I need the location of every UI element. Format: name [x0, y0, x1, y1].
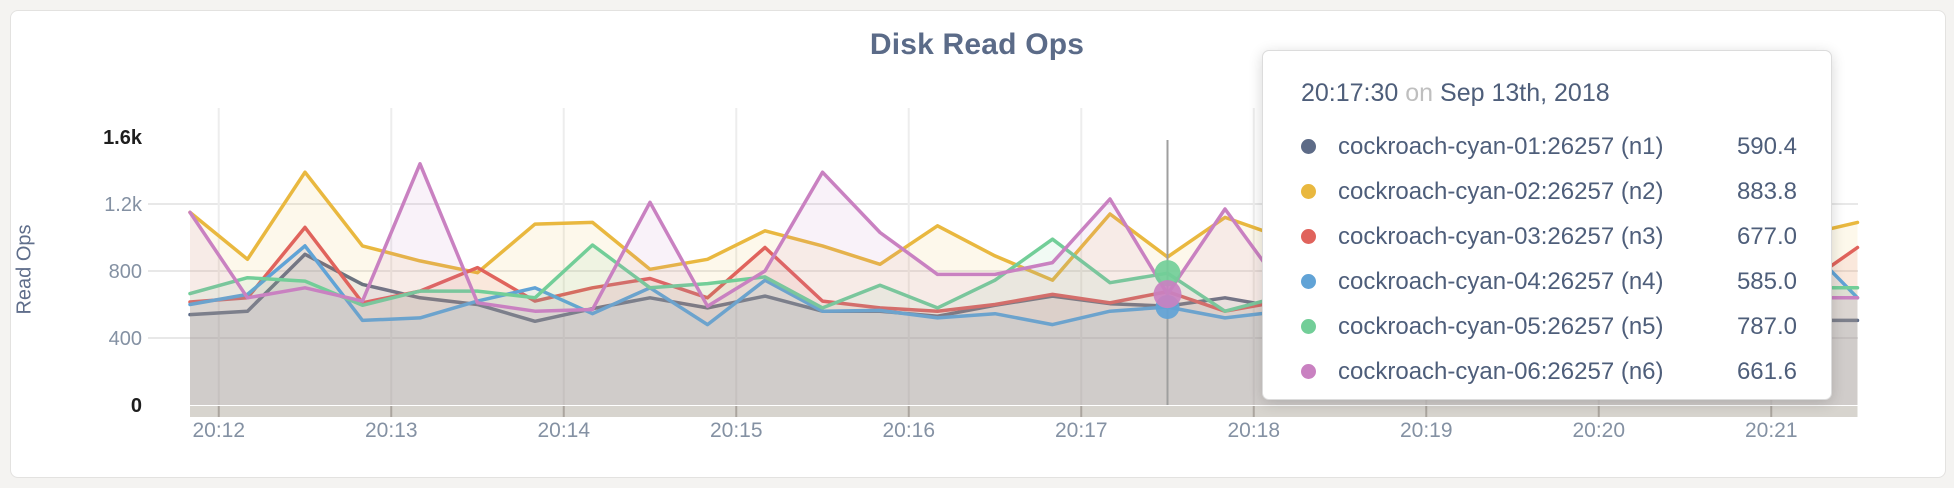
tooltip-on-word: on: [1405, 79, 1434, 107]
x-tick-label: 20:16: [882, 419, 935, 442]
tooltip-row: cockroach-cyan-03:26257 (n3) 677.0: [1301, 214, 1797, 259]
tooltip-row: cockroach-cyan-01:26257 (n1) 590.4: [1301, 124, 1797, 169]
y-tick-label: 400: [109, 328, 142, 350]
x-tick-label: 20:18: [1227, 419, 1280, 442]
series-value: 590.4: [1736, 132, 1797, 160]
x-tick-label: 20:14: [537, 419, 590, 442]
series-color-dot-icon: [1301, 139, 1316, 154]
tooltip-row: cockroach-cyan-04:26257 (n4) 585.0: [1301, 259, 1797, 304]
series-color-dot-icon: [1301, 319, 1316, 334]
tooltip-header: 20:17:30 on Sep 13th, 2018: [1301, 79, 1797, 108]
y-tick-label: 1.2k: [104, 194, 143, 216]
series-label: cockroach-cyan-01:26257 (n1): [1338, 132, 1664, 160]
series-color-dot-icon: [1301, 184, 1316, 199]
tooltip-row: cockroach-cyan-02:26257 (n2) 883.8: [1301, 169, 1797, 214]
series-label: cockroach-cyan-04:26257 (n4): [1338, 267, 1664, 295]
x-tick-label: 20:13: [365, 419, 418, 442]
x-tick-label: 20:12: [192, 419, 245, 442]
tooltip-rows: cockroach-cyan-01:26257 (n1) 590.4 cockroa…: [1301, 124, 1797, 394]
tooltip-row: cockroach-cyan-05:26257 (n5) 787.0: [1301, 304, 1797, 349]
y-tick-label: 0: [131, 395, 142, 417]
x-tick-label: 20:21: [1745, 419, 1798, 442]
x-tick-label: 20:17: [1055, 419, 1108, 442]
series-color-dot-icon: [1301, 274, 1316, 289]
series-value: 883.8: [1736, 177, 1797, 205]
series-label: cockroach-cyan-05:26257 (n5): [1338, 312, 1664, 340]
tooltip-row: cockroach-cyan-06:26257 (n6) 661.6: [1301, 349, 1797, 394]
x-tick-label: 20:19: [1400, 419, 1453, 442]
series-color-dot-icon: [1301, 364, 1316, 379]
tooltip-time: 20:17:30: [1301, 79, 1399, 107]
series-color-dot-icon: [1301, 229, 1316, 244]
series-label: cockroach-cyan-02:26257 (n2): [1338, 177, 1664, 205]
y-axis-label: Read Ops: [13, 224, 36, 315]
series-value: 585.0: [1736, 267, 1797, 295]
series-value: 787.0: [1736, 312, 1797, 340]
x-tick-label: 20:15: [710, 419, 763, 442]
hover-dot-n5: [1154, 260, 1181, 287]
series-label: cockroach-cyan-03:26257 (n3): [1338, 222, 1664, 250]
x-axis-band: [190, 406, 1858, 417]
series-value: 677.0: [1736, 222, 1797, 250]
chart-tooltip: 20:17:30 on Sep 13th, 2018 cockroach-cya…: [1262, 50, 1832, 400]
series-label: cockroach-cyan-06:26257 (n6): [1338, 357, 1664, 385]
series-value: 661.6: [1736, 357, 1797, 385]
y-tick-label: 1.6k: [103, 127, 143, 149]
chart-title: Disk Read Ops: [869, 28, 1085, 61]
x-tick-label: 20:20: [1572, 419, 1625, 442]
y-tick-label: 800: [109, 261, 142, 283]
tooltip-date: Sep 13th, 2018: [1440, 79, 1610, 107]
hover-dot-n6: [1153, 280, 1182, 309]
